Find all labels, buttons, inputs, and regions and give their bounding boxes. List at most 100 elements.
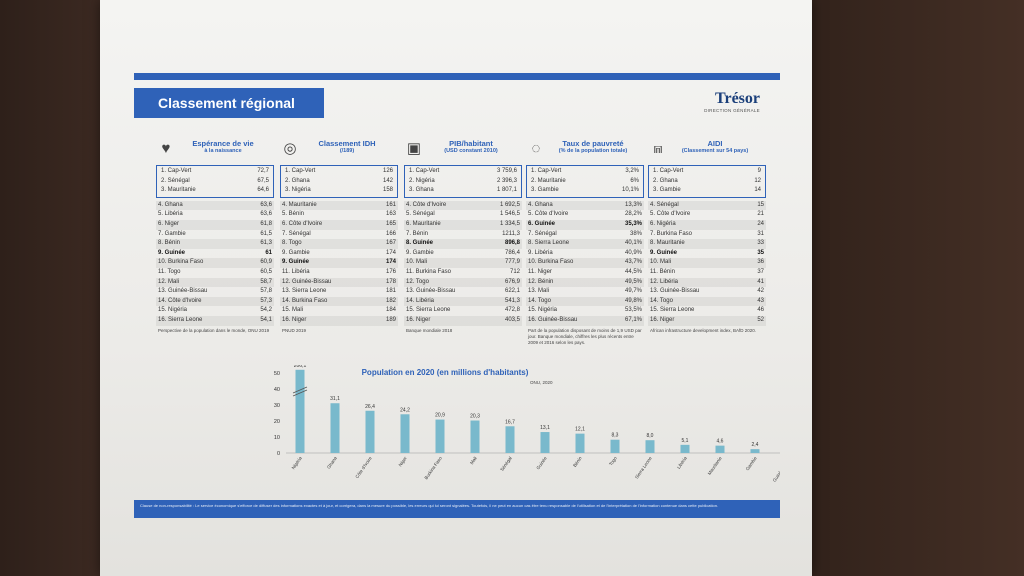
ranking-panel: ⩎ AIDI (Classement sur 54 pays) 1. Cap-Vert…: [648, 135, 766, 334]
country-name: 9. Libéria: [528, 249, 553, 256]
country-name: 5. Côte d'Ivoire: [650, 211, 691, 218]
x-category-label: Ghana: [326, 455, 338, 469]
ranking-row: 16. Niger 52: [648, 315, 766, 326]
ranking-row: 7. Gambie 61,5: [156, 230, 274, 240]
ranking-list: 4. Sénégal 15 5. Côte d'Ivoire 21 6. Nigéria…: [648, 200, 766, 326]
country-value: 712: [509, 268, 520, 275]
ranking-row: 1. Cap-Vert 3,2%: [529, 167, 641, 177]
country-name: 16. Guinée-Bissau: [528, 316, 578, 323]
ranking-row: 15. Sierra Leone 46: [648, 306, 766, 316]
country-value: 1 546,5: [499, 211, 520, 218]
country-name: 6. Côte d'Ivoire: [282, 220, 323, 227]
country-name: 2. Ghana: [285, 177, 310, 184]
country-name: 7. Sénégal: [282, 230, 311, 237]
top-three-box: 1. Cap-Vert 72,7 2. Sénégal 67,5 3. Mauritan…: [156, 165, 274, 198]
bar-value-label: 12,1: [575, 427, 585, 433]
panel-header: ▣ PIB/habitant (USD constant 2010): [404, 135, 522, 165]
ranking-row: 14. Burkina Faso 182: [280, 296, 398, 307]
money-icon: ▣: [406, 140, 422, 157]
country-name: 10. Mali: [650, 259, 672, 266]
bar: [330, 403, 340, 453]
bar: [365, 410, 375, 453]
ranking-row: 4. Mauritanie 161: [280, 200, 398, 211]
panel-title-text: Classement IDH: [318, 139, 376, 148]
panel-header: ⩎ AIDI (Classement sur 54 pays): [648, 135, 766, 165]
country-name: 1. Cap-Vert: [531, 168, 562, 174]
country-name: 16. Niger: [650, 316, 675, 323]
y-tick-label: 0: [277, 451, 280, 457]
country-value: 49,5%: [624, 278, 642, 285]
bar: [295, 369, 305, 453]
ranking-row: 1. Cap-Vert 126: [283, 167, 395, 177]
country-value: 44,5%: [624, 268, 642, 275]
panel-subtitle: (% de la population totale): [558, 148, 628, 154]
bar-value-label: 4,6: [717, 439, 724, 445]
ranking-list: 4. Ghana 13,3% 5. Côte d'Ivoire 28,2% 6. Gui…: [526, 200, 644, 326]
country-value: 3,2%: [625, 168, 639, 174]
country-value: 67,1%: [624, 316, 642, 323]
country-name: 6. Nigéria: [650, 220, 676, 227]
country-name: 13. Mali: [528, 288, 550, 295]
country-name: 13. Guinée-Bissau: [406, 288, 456, 295]
country-value: 9: [757, 168, 761, 174]
x-category-label: Togo: [608, 455, 618, 466]
ranking-row: 4. Sénégal 15: [648, 200, 766, 211]
country-value: 2 396,3: [496, 177, 517, 184]
country-name: 6. Niger: [158, 220, 180, 227]
y-tick-label: 50: [274, 371, 280, 377]
panel-header: ◎ Classement IDH (/189): [280, 135, 398, 165]
country-value: 178: [385, 278, 396, 285]
ranking-row: 13. Sierra Leone 181: [280, 287, 398, 297]
country-value: 31: [757, 230, 764, 237]
country-name: 8. Mauritanie: [650, 240, 685, 247]
country-name: 16. Sierra Leone: [158, 316, 203, 323]
ranking-row: 13. Guinée-Bissau 42: [648, 287, 766, 297]
ranking-row: 7. Bénin 1211,3: [404, 230, 522, 240]
panel-source: PNUD 2019: [282, 327, 307, 333]
ranking-row: 9. Guinée 174: [280, 258, 398, 268]
ranking-row: 15. Mali 184: [280, 306, 398, 316]
country-value: 64,6: [257, 187, 269, 194]
country-value: 36: [757, 259, 764, 266]
ranking-row: 11. Burkina Faso 712: [404, 268, 522, 278]
country-name: 11. Burkina Faso: [406, 268, 451, 275]
country-value: 42: [757, 288, 764, 295]
country-value: 163: [385, 211, 396, 218]
ranking-row: 10. Mali 36: [648, 258, 766, 268]
country-value: 1 692,5: [499, 201, 520, 208]
country-value: 777,9: [504, 259, 520, 266]
header-rule: [134, 73, 780, 80]
bar: [610, 439, 620, 453]
ranking-row: 6. Nigéria 24: [648, 219, 766, 230]
country-name: 9. Guinée: [650, 249, 678, 256]
ranking-row: 11. Bénin 37: [648, 268, 766, 278]
country-value: 40,9%: [624, 249, 642, 256]
ranking-row: 5. Sénégal 1 546,5: [404, 210, 522, 220]
bar-value-label: 20,3: [470, 414, 480, 420]
country-value: 21: [757, 211, 764, 218]
ranking-row: 11. Togo 60,5: [156, 268, 274, 278]
bar: [470, 420, 480, 453]
country-name: 15. Nigéria: [528, 307, 558, 314]
country-value: 14: [754, 187, 761, 194]
country-name: 14. Togo: [528, 297, 551, 304]
ranking-row: 14. Togo 49,8%: [526, 296, 644, 307]
panel-source: Part de la population disposant de moins…: [528, 327, 642, 345]
un-globe-icon: ◎: [283, 140, 297, 157]
axis-break-mark: [292, 389, 308, 397]
country-value: 63,6: [260, 211, 272, 218]
ranking-row: 12. Bénin 49,5%: [526, 277, 644, 288]
country-name: 9. Gambie: [282, 249, 310, 256]
country-value: 33: [757, 240, 764, 247]
ranking-row: 7. Burkina Faso 31: [648, 230, 766, 240]
country-value: 126: [382, 168, 393, 174]
ranking-list: 4. Mauritanie 161 5. Bénin 163 6. Côte d'Ivo…: [280, 200, 398, 326]
country-value: 403,5: [504, 316, 520, 323]
country-name: 11. Niger: [528, 268, 552, 275]
panel-header: ◌ Taux de pauvreté (% de la population tot…: [526, 135, 644, 165]
country-name: 3. Gambie: [531, 187, 559, 194]
country-name: 2. Sénégal: [161, 177, 190, 184]
country-value: 12: [754, 177, 761, 184]
country-value: 28,2%: [624, 211, 642, 218]
x-category-label: Libéria: [676, 455, 688, 469]
